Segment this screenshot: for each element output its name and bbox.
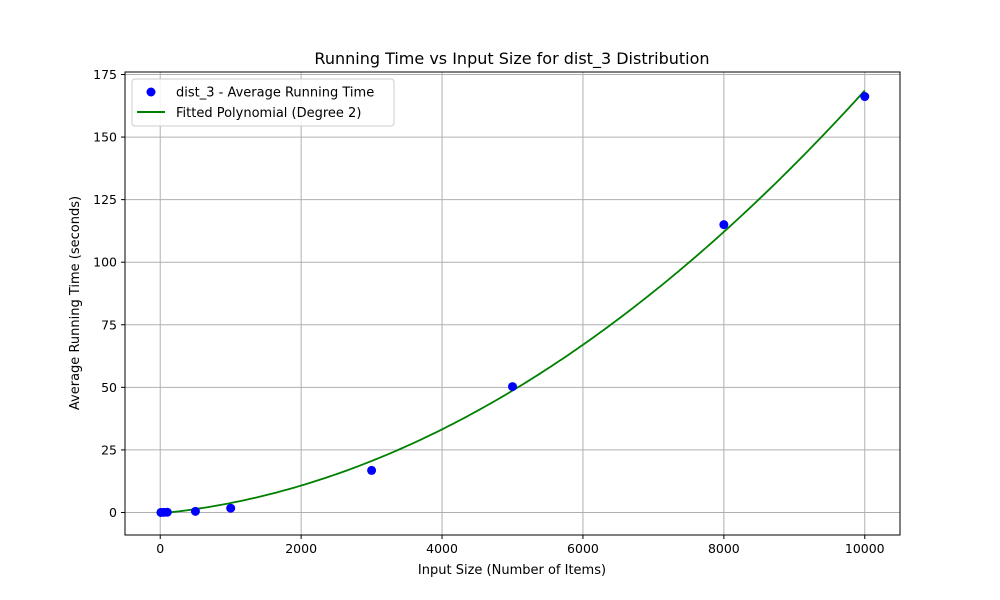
legend-box xyxy=(131,78,395,127)
plot-series xyxy=(156,89,870,517)
x-tick-label: 4000 xyxy=(426,541,458,556)
legend-marker-scatter xyxy=(146,87,156,97)
y-tick-label: 50 xyxy=(101,380,117,395)
x-tick-label: 0 xyxy=(156,541,164,556)
scatter-point xyxy=(190,506,200,516)
legend-label-line: Fitted Polynomial (Degree 2) xyxy=(176,106,361,121)
plot-area-frame xyxy=(124,71,901,536)
y-axis-label: Average Running Time (seconds) xyxy=(68,196,83,410)
scatter-point xyxy=(719,220,729,230)
grid xyxy=(125,72,900,535)
x-tick-label: 10000 xyxy=(845,541,885,556)
x-tick-label: 6000 xyxy=(567,541,599,556)
y-tick-label: 125 xyxy=(93,192,117,207)
x-tick-label: 8000 xyxy=(708,541,740,556)
x-tick-label: 2000 xyxy=(285,541,317,556)
y-tick-label: 75 xyxy=(101,317,117,332)
y-tick-label: 100 xyxy=(93,255,117,270)
legend-label-scatter: dist_3 - Average Running Time xyxy=(176,86,374,101)
axis-ticks: 0 2000 4000 6000 8000 10000 0 25 50 75 100 125 150 17… xyxy=(93,67,885,556)
x-axis-label: Input Size (Number of Items) xyxy=(418,563,606,578)
y-tick-label: 175 xyxy=(93,67,117,82)
y-tick-label: 25 xyxy=(101,442,117,457)
scatter-point xyxy=(508,382,517,392)
legend: dist_3 - Average Running Time Fitted Pol… xyxy=(131,78,395,127)
y-tick-label: 0 xyxy=(109,505,117,520)
scatter-point xyxy=(860,92,870,102)
chart-title: Running Time vs Input Size for dist_3 Di… xyxy=(314,49,709,69)
scatter-point xyxy=(367,465,377,475)
scatter-point xyxy=(162,507,172,517)
scatter-point xyxy=(226,503,236,513)
y-tick-label: 150 xyxy=(93,130,117,145)
